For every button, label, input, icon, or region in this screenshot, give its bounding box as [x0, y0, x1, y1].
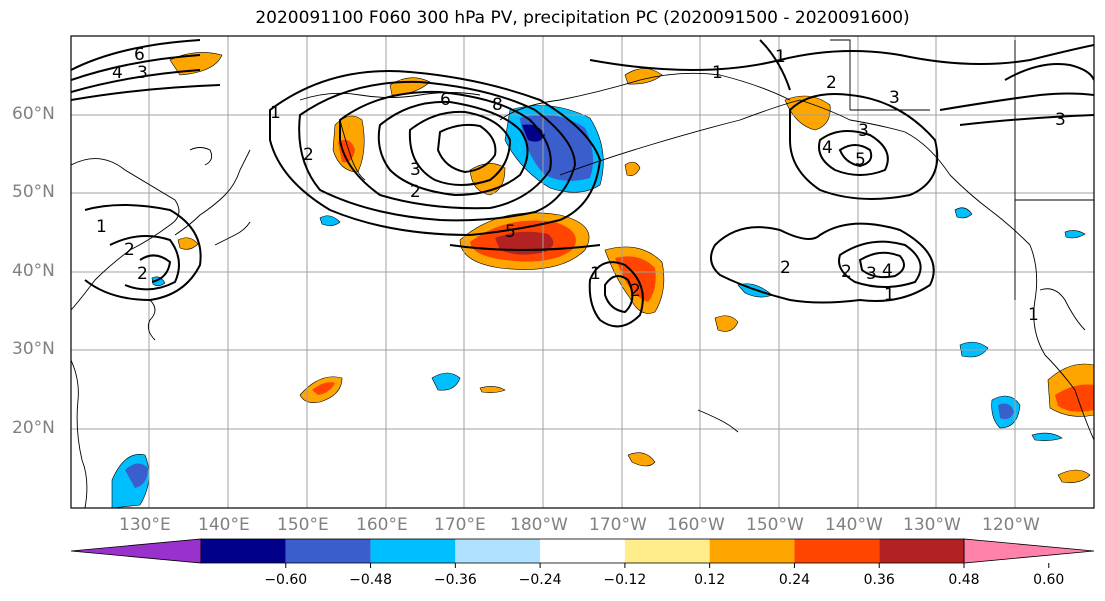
contour-label: 3	[1055, 110, 1066, 130]
colorbar-tick-label: −0.12	[603, 572, 647, 588]
lon-label: 120°W	[982, 515, 1040, 535]
contour-label: 3	[866, 264, 877, 284]
contour-label: 1	[775, 47, 786, 67]
contour-label: 3	[137, 63, 148, 83]
contour-label: 4	[882, 261, 893, 281]
colorbar-tick-label: 0.60	[1033, 572, 1065, 588]
lon-label: 150°W	[746, 515, 804, 535]
contour-label: 5	[855, 150, 866, 170]
colorbar-tick-label: 0.24	[778, 572, 811, 588]
lon-label: 160°W	[667, 515, 725, 535]
contour-label: 1	[270, 103, 281, 123]
contour-label: 8	[492, 95, 503, 115]
colorbar-tick-label: −0.60	[264, 572, 308, 588]
contour-label: 4	[112, 63, 123, 83]
contour-label: 2	[124, 240, 135, 260]
lat-label: 60°N	[12, 104, 55, 124]
contour-label: 6	[440, 90, 451, 110]
figure-title: 2020091100 F060 300 hPa PV, precipitatio…	[255, 8, 910, 28]
contour-label: 2	[303, 145, 314, 165]
lat-label: 50°N	[12, 182, 55, 202]
colorbar-tick-label: 0.48	[948, 572, 980, 588]
map-frame	[70, 35, 1095, 509]
lon-label: 140°E	[198, 515, 250, 535]
contour-label: 1	[1028, 305, 1039, 325]
lon-label: 130°E	[119, 515, 171, 535]
graticule	[71, 36, 1094, 508]
contour-label: 2	[410, 182, 421, 202]
contour-label: 2	[826, 73, 837, 93]
contour-label: 2	[780, 258, 791, 278]
contour-label: 4	[822, 138, 833, 158]
lat-label: 20°N	[12, 418, 55, 438]
contour-label: 2	[841, 262, 852, 282]
colorbar-tick-label: 0.12	[694, 572, 726, 588]
contour-label: 1	[96, 217, 107, 237]
contour-label: 1	[590, 264, 601, 284]
contour-label: 5	[505, 222, 516, 242]
contour-label-group: 1 2 2 6 4 3 1 2 3 2 6 8 5 1 1 2 3 3 4 5 …	[96, 45, 1066, 325]
lon-label: 170°E	[434, 515, 486, 535]
colorbar-tick-label: −0.48	[349, 572, 392, 588]
lon-label: 130°W	[903, 515, 961, 535]
lat-label: 30°N	[12, 339, 55, 359]
contour-label: 3	[858, 121, 869, 141]
lon-label: 160°E	[356, 515, 408, 535]
lon-label: 170°W	[589, 515, 647, 535]
precip-positive-anomalies	[169, 52, 1094, 483]
colorbar-tick-label: −0.36	[433, 572, 477, 588]
lon-label: 140°W	[825, 515, 883, 535]
lon-label: 180°W	[510, 515, 568, 535]
colorbar-tick-label: 0.36	[863, 572, 895, 588]
contour-label: 1	[712, 63, 723, 83]
contour-label: 3	[889, 88, 900, 108]
lat-label: 40°N	[12, 261, 55, 281]
contour-label: 2	[137, 264, 148, 284]
lon-label: 150°E	[277, 515, 329, 535]
contour-label: 3	[410, 160, 421, 180]
colorbar-tick-label: −0.24	[518, 572, 562, 588]
contour-label: 1	[884, 285, 895, 305]
contour-label: 6	[134, 45, 145, 65]
contour-label: 2	[630, 281, 641, 301]
pv-contours	[71, 39, 1094, 328]
